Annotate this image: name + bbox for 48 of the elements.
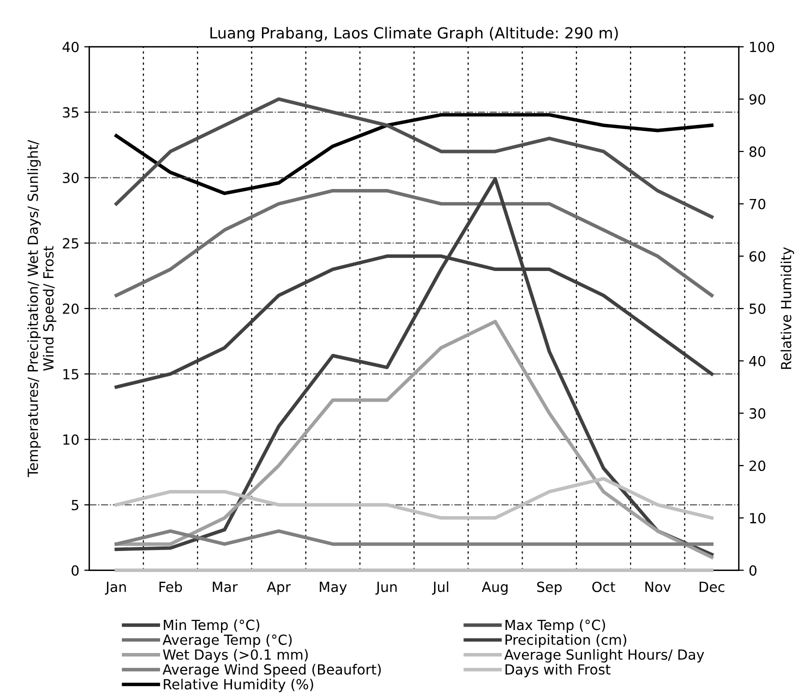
line-series: [114, 476, 714, 520]
y-axis-title: Temperatures/ Precipitation/ Wet Days/ Sunlight/ Wind Speed/ Frost: [27, 140, 56, 478]
x-tick-label: Dec: [700, 582, 724, 592]
y2-tick-label: 100: [750, 42, 774, 52]
y-tick-label: 20: [62, 303, 79, 314]
legend-label: Relative Humidity (%): [164, 678, 314, 692]
line-series: [114, 188, 714, 298]
y2-tick-label: 80: [749, 146, 766, 157]
x-tick-label: Mar: [212, 582, 238, 592]
x-tick-label: Jul: [432, 581, 448, 595]
legend-label: Days with Frost: [506, 664, 610, 678]
y-tick-label: 5: [72, 500, 78, 510]
y-tick-label: 40: [62, 42, 79, 52]
x-tick-label: Feb: [160, 581, 182, 592]
x-tick-label: Aug: [482, 582, 508, 595]
x-tick-label: Jan: [104, 582, 126, 595]
y2-tick-label: 70: [750, 198, 766, 210]
x-tick-label: Apr: [266, 582, 291, 595]
y2-tick-label: 50: [750, 303, 766, 314]
legend-label: Max Temp (°C): [506, 619, 606, 633]
legend-label: Wet Days (>0.1 mm): [162, 649, 308, 663]
line-series: [114, 177, 714, 556]
legend-label: Precipitation (cm): [506, 634, 626, 648]
y-tick-label: 10: [63, 434, 79, 445]
y-tick-label: 35: [62, 107, 78, 118]
y-tick-label: 30: [62, 172, 79, 184]
legend-label: Average Temp (°C): [162, 634, 292, 648]
legend-label: Average Sunlight Hours/ Day: [504, 649, 704, 663]
chart-title: Luang Prabang, Laos Climate Graph (Altitude: 290 m): [210, 26, 618, 42]
line-series: [114, 320, 714, 559]
x-tick-label: Oct: [592, 582, 616, 592]
y-tick-label: 0: [72, 565, 79, 576]
y2-tick-label: 20: [750, 460, 766, 472]
y2-tick-label: 30: [750, 408, 766, 419]
y-tick-label: 25: [62, 238, 78, 249]
y2-tick-label: 0: [749, 565, 756, 576]
y2-tick-label: 60: [750, 251, 766, 262]
y2-axis-title: Relative Humidity: [780, 247, 794, 369]
y2-tick-label: 40: [749, 356, 766, 366]
y-tick-label: 15: [63, 369, 78, 380]
x-tick-label: Nov: [645, 582, 671, 592]
y2-tick-label: 10: [750, 512, 766, 524]
legend-label: Average Wind Speed (Beaufort): [162, 664, 381, 678]
legend-label: Min Temp (°C): [164, 619, 260, 633]
y2-tick-label: 90: [749, 94, 766, 105]
x-tick-label: May: [320, 582, 347, 595]
x-tick-label: Jun: [375, 582, 397, 595]
x-tick-label: Sep: [537, 582, 562, 595]
